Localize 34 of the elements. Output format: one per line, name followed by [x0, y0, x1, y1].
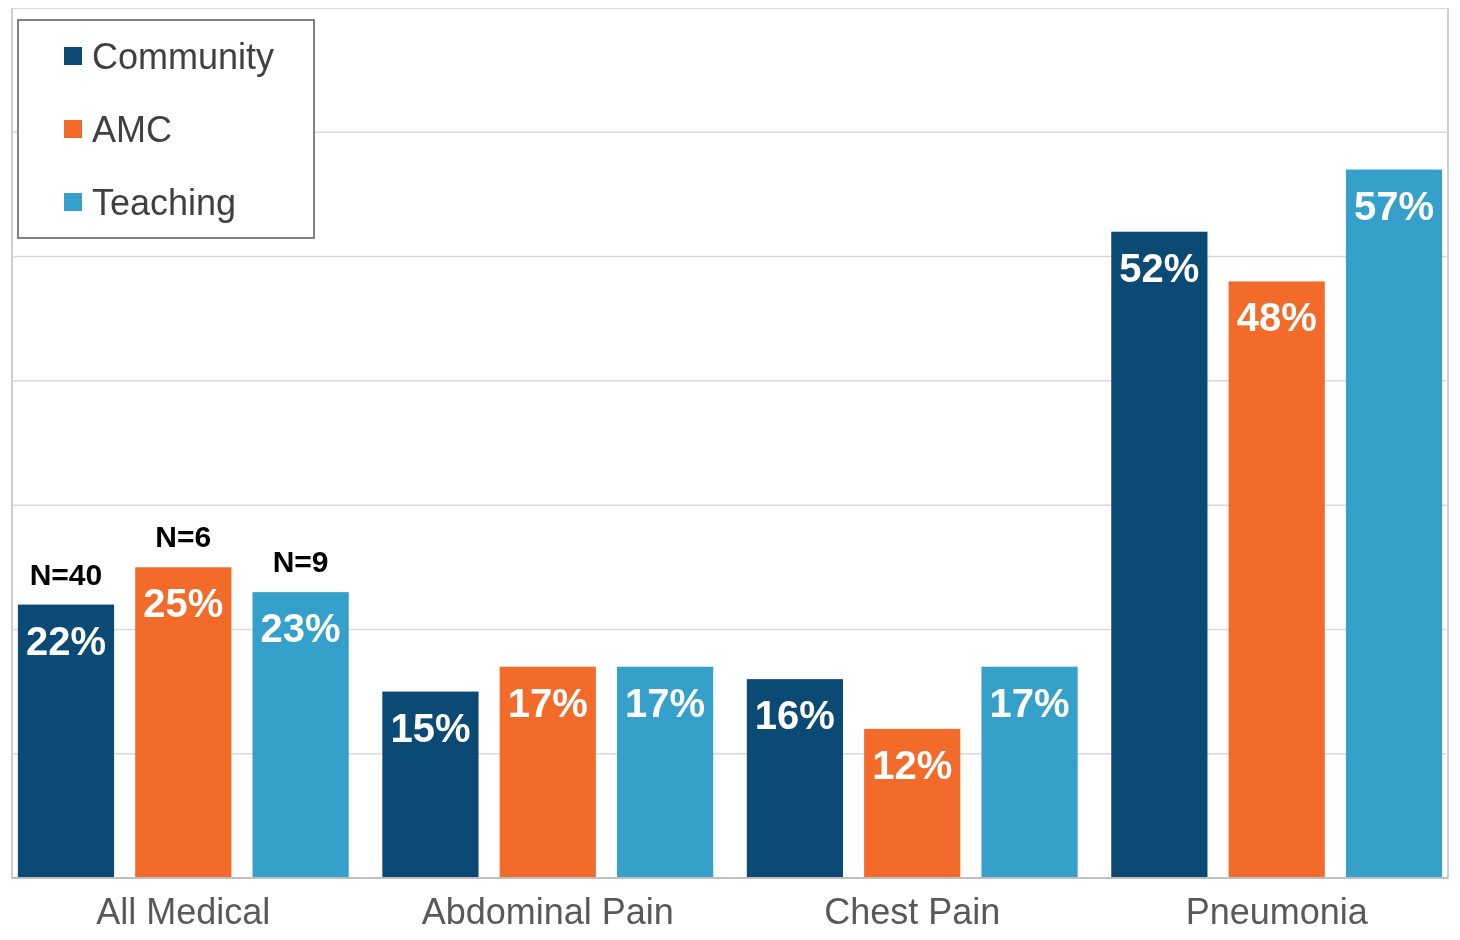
- bar: [616, 666, 714, 878]
- data-label: 16%: [754, 693, 835, 738]
- bar: [135, 567, 232, 878]
- data-label: 15%: [390, 705, 471, 750]
- bar: [746, 679, 844, 878]
- data-label: 48%: [1236, 295, 1317, 340]
- bar: [382, 691, 479, 878]
- data-label: 23%: [260, 606, 341, 651]
- annotation: N=9: [272, 545, 329, 579]
- legend-label: Teaching: [92, 182, 237, 223]
- x-tick-label: All Medical: [96, 891, 271, 932]
- annotation: N=40: [29, 557, 103, 591]
- x-tick-label: Abdominal Pain: [421, 891, 674, 932]
- data-label: 17%: [625, 680, 706, 725]
- legend-label: AMC: [92, 109, 172, 150]
- data-label: 57%: [1354, 183, 1435, 228]
- data-label: 22%: [25, 618, 106, 663]
- data-label: 17%: [989, 680, 1070, 725]
- bar: [1228, 281, 1325, 878]
- data-label: 17%: [507, 680, 588, 725]
- bar: [1111, 231, 1208, 878]
- x-tick-label: Pneumonia: [1185, 891, 1369, 932]
- bar: [252, 592, 349, 878]
- data-label: 12%: [872, 742, 953, 787]
- bar: [1345, 169, 1443, 878]
- data-label: 52%: [1119, 245, 1200, 290]
- annotation: N=6: [155, 520, 212, 554]
- bar: [499, 666, 596, 878]
- data-label: 25%: [143, 581, 224, 626]
- bar: [864, 728, 961, 878]
- bar: [981, 666, 1078, 878]
- bar: [17, 604, 115, 878]
- legend-label: Community: [92, 36, 275, 77]
- x-tick-label: Chest Pain: [824, 891, 1001, 932]
